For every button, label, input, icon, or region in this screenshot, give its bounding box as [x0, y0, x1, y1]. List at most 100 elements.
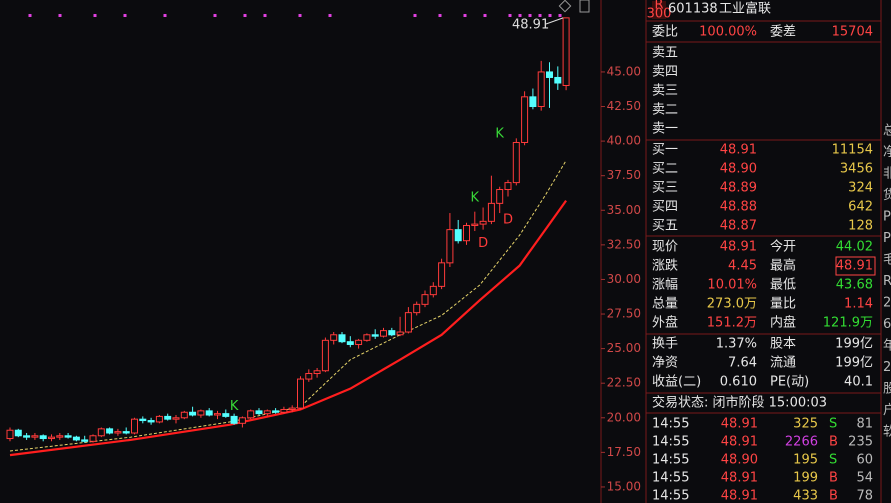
candle-body: [321, 339, 329, 372]
bid-price: 48.91: [720, 143, 757, 158]
diamond-icon[interactable]: [558, 0, 572, 13]
field-value: 1.37%: [716, 337, 757, 352]
y-tick-label: 30.00: [607, 272, 641, 286]
candle-body: [106, 428, 114, 434]
edge-label: P: [883, 210, 891, 225]
y-tick-label: 25.00: [607, 341, 641, 355]
bid-label: 买四: [652, 200, 678, 215]
signal-dot: [518, 14, 522, 17]
candle-body: [346, 341, 354, 345]
stock-code: 601138: [668, 2, 718, 17]
candle-body: [487, 202, 495, 222]
field-label: 换手: [652, 337, 678, 352]
signal-dot: [243, 14, 247, 17]
bid-volume: 128: [848, 219, 873, 234]
panel-icon[interactable]: [579, 0, 590, 13]
signal-dot: [508, 14, 512, 17]
trade-volume: 199: [793, 471, 818, 486]
edge-label: P: [883, 231, 891, 246]
edge-label: 软: [883, 425, 891, 440]
edge-label: 总: [883, 124, 891, 139]
signal-marker: D: [478, 236, 488, 251]
field-value: 199亿: [835, 356, 873, 371]
candle-body: [81, 439, 89, 442]
badge-bottom: 300: [647, 7, 672, 22]
field-value: 273.0万: [707, 297, 757, 312]
candle-body: [56, 435, 64, 438]
field-label: 内盘: [770, 315, 796, 331]
trade-time: 14:55: [652, 471, 689, 486]
candle-body: [155, 415, 163, 423]
candle-body: [14, 429, 22, 437]
signal-dot: [548, 14, 552, 17]
candle-body: [263, 410, 271, 415]
candle-body: [97, 428, 105, 437]
candle-body: [554, 76, 562, 84]
candle-body: [247, 410, 255, 419]
bid-label: 买三: [652, 181, 678, 196]
ask-label: 卖五: [652, 46, 678, 61]
edge-label: 6: [883, 317, 891, 332]
trade-volume: 2266: [785, 435, 818, 450]
candle-body: [272, 410, 280, 413]
candle-body: [255, 410, 263, 415]
candle-body: [463, 224, 470, 242]
field-label: 最高: [770, 258, 796, 274]
candle-body: [546, 71, 553, 78]
y-tick-label: 37.50: [607, 168, 641, 182]
signal-dot: [328, 14, 332, 17]
candle-body: [147, 420, 155, 423]
bid-volume: 11154: [832, 143, 873, 158]
trade-side: S: [829, 453, 837, 468]
candle-body: [6, 429, 14, 440]
candle-body: [512, 141, 520, 184]
field-label: 委差: [770, 25, 796, 40]
signal-marker: K: [471, 190, 480, 205]
moving-average: [9, 160, 567, 452]
trade-count: 78: [856, 489, 873, 503]
trade-side: S: [829, 417, 837, 432]
trade-volume: 325: [793, 417, 818, 432]
signal-dot: [123, 14, 127, 17]
ask-label: 卖四: [652, 65, 678, 80]
bid-volume: 3456: [840, 162, 873, 177]
candle-body: [388, 330, 396, 336]
trade-price: 48.91: [721, 435, 758, 450]
signal-dot: [28, 14, 32, 17]
trade-status: 交易状态: 闭市阶段 15:00:03: [652, 395, 827, 411]
candle-body: [39, 435, 47, 440]
candle-body: [89, 435, 97, 442]
field-label: 委比: [652, 25, 678, 40]
trade-side: B: [829, 471, 838, 486]
signal-dot: [483, 14, 487, 17]
field-label: 涨幅: [652, 278, 678, 293]
candle-body: [230, 415, 238, 424]
trade-price: 48.91: [721, 489, 758, 503]
stock-name: 工业富联: [719, 1, 771, 17]
y-tick-label: 35.00: [607, 203, 641, 217]
candle-body: [280, 408, 288, 413]
edge-label: 净: [883, 145, 891, 160]
edge-label: 非: [883, 167, 891, 182]
y-tick-label: 45.00: [607, 64, 641, 78]
candle-body: [421, 294, 429, 305]
candle-body: [164, 415, 172, 420]
field-value: 43.68: [836, 278, 873, 293]
y-tick-label: 27.50: [607, 307, 641, 321]
edge-label: 2: [883, 296, 891, 311]
badge-top: R: [654, 0, 663, 13]
trade-time: 14:55: [652, 417, 689, 432]
trade-count: 54: [856, 471, 873, 486]
y-tick-label: 20.00: [607, 410, 641, 424]
signal-dot: [298, 14, 302, 17]
field-label: 涨跌: [652, 258, 678, 274]
y-tick-label: 17.50: [607, 445, 641, 459]
candle-body: [72, 436, 80, 441]
candle-body: [330, 334, 338, 341]
candle-body: [48, 436, 55, 440]
field-label: 流通: [770, 356, 796, 371]
candle-body: [189, 411, 197, 416]
candle-body: [496, 189, 504, 204]
